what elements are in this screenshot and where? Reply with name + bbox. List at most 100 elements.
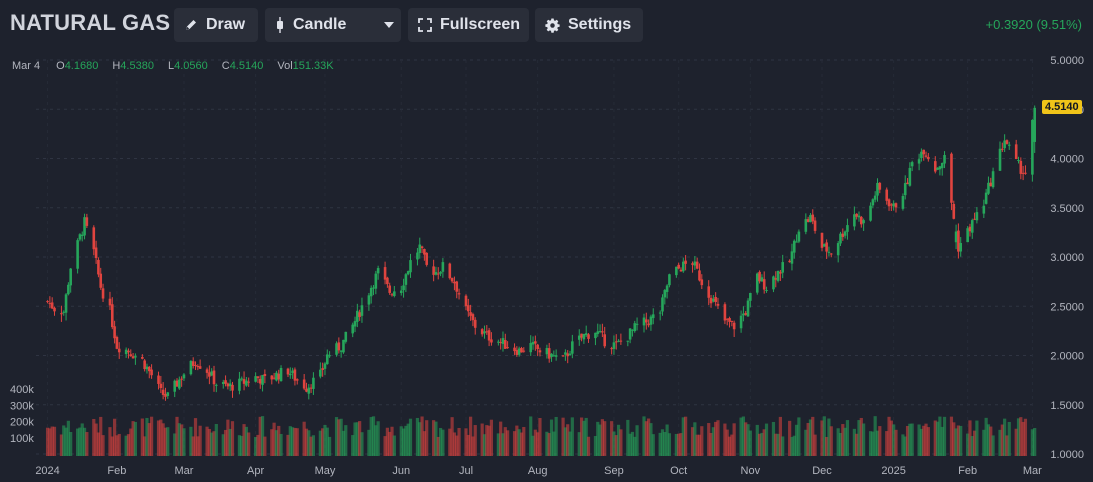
settings-button[interactable]: Settings <box>535 8 643 42</box>
volume-bar <box>690 427 695 456</box>
candle-body <box>416 252 419 260</box>
volume-bar <box>291 427 295 456</box>
candle-body <box>76 240 79 269</box>
draw-button[interactable]: Draw <box>174 8 258 42</box>
volume-bar <box>579 417 584 456</box>
volume-bar <box>554 416 558 456</box>
volume-bar <box>480 423 484 456</box>
volume-bar <box>836 428 840 456</box>
volume-bar <box>129 428 133 456</box>
fullscreen-icon <box>418 18 432 32</box>
candle-body <box>901 196 905 209</box>
volume-bar <box>700 426 704 456</box>
candle-body <box>587 334 590 339</box>
candle-body <box>827 251 831 253</box>
volume-bar <box>193 418 198 456</box>
candle-body <box>975 212 979 221</box>
volume-bar <box>1021 421 1025 456</box>
volume-bar <box>667 433 672 456</box>
volume-bar <box>240 435 244 456</box>
close-label: C <box>221 60 230 72</box>
volume-bar <box>760 432 764 456</box>
candle-body <box>198 366 202 369</box>
volume-bar <box>679 433 683 456</box>
candle-body <box>307 387 311 394</box>
volume-bar <box>117 433 121 456</box>
time-tick-label: May <box>315 465 336 477</box>
chart-type-dropdown[interactable]: Candle <box>265 8 401 42</box>
candle-body <box>598 330 602 332</box>
volume-bar <box>78 427 82 456</box>
volume-bar <box>145 417 149 456</box>
volume-bar <box>744 422 748 456</box>
volume-value: 151.33K <box>292 60 334 72</box>
volume-bar <box>101 435 105 456</box>
candle-body <box>325 354 329 365</box>
volume-bar <box>714 421 718 456</box>
volume-bar <box>600 419 604 456</box>
candle-body <box>1007 144 1011 146</box>
candle-body <box>436 273 440 275</box>
volume-bar <box>949 416 954 456</box>
candle-body <box>272 377 276 379</box>
volume-bar <box>485 425 489 456</box>
candle-body <box>110 304 114 328</box>
volume-bar <box>757 433 762 456</box>
candle-body <box>182 374 186 379</box>
volume-bar <box>1014 428 1018 456</box>
volume-bar <box>651 434 655 456</box>
volume-bar <box>256 434 260 456</box>
volume-bar <box>1007 421 1011 456</box>
candle-body <box>700 279 704 286</box>
fullscreen-button[interactable]: Fullscreen <box>408 8 529 42</box>
volume-bar <box>628 433 632 456</box>
candle-body <box>277 373 281 380</box>
candle-body <box>940 162 944 169</box>
volume-bar <box>210 432 214 456</box>
volume-bar <box>956 425 960 456</box>
candle-body <box>547 348 551 359</box>
candle-body <box>517 348 521 355</box>
volume-bar <box>797 417 801 456</box>
candle-body <box>887 199 891 207</box>
candle-body <box>917 159 921 164</box>
volume-bar <box>739 417 743 456</box>
price-tick-label: 2.5000 <box>1050 301 1084 313</box>
candle-body <box>809 215 812 223</box>
volume-bar <box>986 424 991 456</box>
volume-bar <box>92 418 96 456</box>
volume-bar <box>45 427 50 456</box>
volume-bar <box>1003 418 1007 456</box>
volume-bar <box>293 427 297 456</box>
candle-body <box>339 350 343 352</box>
volume-bar <box>776 433 780 456</box>
candle-body <box>779 272 782 274</box>
candle-body <box>998 148 1002 171</box>
symbol-title: NATURAL GAS <box>10 10 171 35</box>
candle-body <box>432 266 435 275</box>
candle-body <box>291 370 294 374</box>
price-tick-label: 3.0000 <box>1050 252 1084 264</box>
candle-body <box>358 312 361 317</box>
volume-bar <box>630 431 635 456</box>
candle-body <box>536 344 539 350</box>
candle-body <box>80 234 84 237</box>
candle-body <box>645 319 648 323</box>
candle-body <box>145 366 149 370</box>
volume-bar <box>771 421 776 456</box>
volume-bar <box>942 416 947 456</box>
volume-bar <box>922 425 926 456</box>
candle-body <box>698 270 701 281</box>
volume-bar <box>582 420 586 456</box>
chart-type-label: Candle <box>293 16 347 33</box>
high-label: H <box>112 60 121 72</box>
volume-bar <box>903 436 907 456</box>
volume-bar <box>746 424 750 456</box>
time-tick-label: Feb <box>107 465 126 477</box>
volume-bars <box>45 416 1037 456</box>
volume-bar <box>76 428 80 456</box>
volume-bar <box>288 426 292 456</box>
candle-body <box>933 161 937 172</box>
volume-bar <box>998 429 1002 456</box>
